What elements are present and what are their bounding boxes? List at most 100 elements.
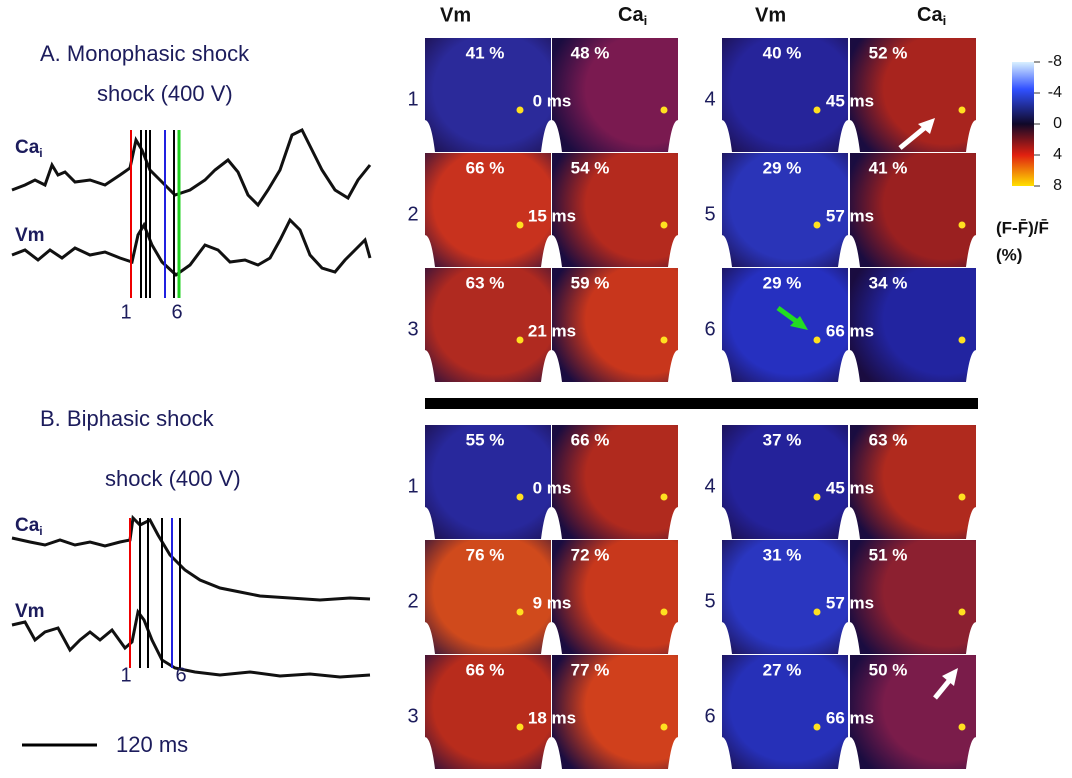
ca-percent: 52 % <box>869 43 908 62</box>
row-label: 6 <box>704 705 715 727</box>
time-label: 45 ms <box>826 91 874 110</box>
vm-percent: 66 % <box>466 158 505 177</box>
colorbar-unit: (%) <box>996 245 1022 264</box>
electrode <box>661 337 668 344</box>
electrode <box>959 337 966 344</box>
marker-label: 6 <box>175 664 186 686</box>
ca-percent: 54 % <box>571 158 610 177</box>
time-label: 66 ms <box>826 708 874 727</box>
marker-label: 6 <box>171 301 182 323</box>
trace-label: Cai <box>15 137 43 160</box>
panel-title: B. Biphasic shock <box>40 406 215 431</box>
time-label: 18 ms <box>528 708 576 727</box>
electrode <box>814 222 821 229</box>
electrode <box>661 609 668 616</box>
electrode <box>959 222 966 229</box>
electrode <box>517 609 524 616</box>
time-label: 0 ms <box>533 478 572 497</box>
ca-percent: 66 % <box>571 430 610 449</box>
electrode <box>517 724 524 731</box>
row-label: 2 <box>407 590 418 612</box>
ca-percent: 72 % <box>571 545 610 564</box>
electrode <box>959 724 966 731</box>
vm-percent: 66 % <box>466 660 505 679</box>
marker-label: 1 <box>120 664 131 686</box>
vm-percent: 27 % <box>763 660 802 679</box>
label: Ca <box>917 4 943 26</box>
vm-percent: 41 % <box>466 43 505 62</box>
panel-title: A. Monophasic shock <box>40 41 250 66</box>
panel-subtitle: shock (400 V) <box>97 81 233 106</box>
electrode <box>517 337 524 344</box>
subscript: i <box>644 13 648 28</box>
electrode <box>661 107 668 114</box>
colorbar-label: (F-F̄)/F̄ <box>996 218 1049 237</box>
vm-percent: 29 % <box>763 273 802 292</box>
time-label: 21 ms <box>528 321 576 340</box>
electrode <box>661 724 668 731</box>
colorbar-tick-label: -4 <box>1048 84 1062 101</box>
colorbar-tick-label: -8 <box>1048 53 1062 70</box>
row-label: 2 <box>407 203 418 225</box>
trace <box>12 220 370 275</box>
electrode <box>814 494 821 501</box>
row-label: 5 <box>704 203 715 225</box>
vm-percent: 37 % <box>763 430 802 449</box>
vm-percent: 40 % <box>763 43 802 62</box>
time-label: 9 ms <box>533 593 572 612</box>
electrode <box>814 609 821 616</box>
panel-subtitle: shock (400 V) <box>105 466 241 491</box>
row-label: 4 <box>704 475 715 497</box>
trace <box>12 612 370 677</box>
ca-percent: 51 % <box>869 545 908 564</box>
electrode <box>814 724 821 731</box>
colorbar <box>1012 62 1034 186</box>
ca-percent: 50 % <box>869 660 908 679</box>
vm-percent: 76 % <box>466 545 505 564</box>
electrode <box>517 107 524 114</box>
subscript: i <box>943 13 947 28</box>
separator <box>425 398 978 409</box>
ca-percent: 77 % <box>571 660 610 679</box>
ca-percent: 63 % <box>869 430 908 449</box>
trace <box>12 518 370 600</box>
ca-percent: 34 % <box>869 273 908 292</box>
colorbar-tick-label: 0 <box>1053 115 1062 132</box>
electrode <box>661 222 668 229</box>
marker-label: 1 <box>120 301 131 323</box>
row-label: 5 <box>704 590 715 612</box>
time-label: 15 ms <box>528 206 576 225</box>
vm-percent: 29 % <box>763 158 802 177</box>
ca-percent: 48 % <box>571 43 610 62</box>
electrode <box>517 494 524 501</box>
label: Ca <box>15 137 40 158</box>
label: Ca <box>618 4 644 26</box>
vm-percent: 63 % <box>466 273 505 292</box>
row-label: 6 <box>704 318 715 340</box>
time-label: 57 ms <box>826 593 874 612</box>
subscript: i <box>39 524 42 538</box>
electrode <box>959 609 966 616</box>
colorbar-tick-label: 8 <box>1053 177 1062 194</box>
row-label: 3 <box>407 318 418 340</box>
scale-bar-label: 120 ms <box>116 732 188 757</box>
ca-percent: 59 % <box>571 273 610 292</box>
time-label: 57 ms <box>826 206 874 225</box>
figure: A. Monophasic shock shock (400 V) Cai Vm… <box>0 0 1072 773</box>
time-label: 45 ms <box>826 478 874 497</box>
row-label: 1 <box>407 88 418 110</box>
column-header: Cai <box>917 4 946 28</box>
column-header: Vm <box>755 4 786 26</box>
trace-label: Vm <box>15 225 45 246</box>
row-label: 4 <box>704 88 715 110</box>
subscript: i <box>39 146 42 160</box>
trace-label: Cai <box>15 515 43 538</box>
vm-percent: 31 % <box>763 545 802 564</box>
label: Ca <box>15 515 40 536</box>
vm-percent: 55 % <box>466 430 505 449</box>
electrode <box>661 494 668 501</box>
electrode <box>959 494 966 501</box>
time-label: 0 ms <box>533 91 572 110</box>
colorbar-tick-label: 4 <box>1053 146 1062 163</box>
electrode <box>959 107 966 114</box>
